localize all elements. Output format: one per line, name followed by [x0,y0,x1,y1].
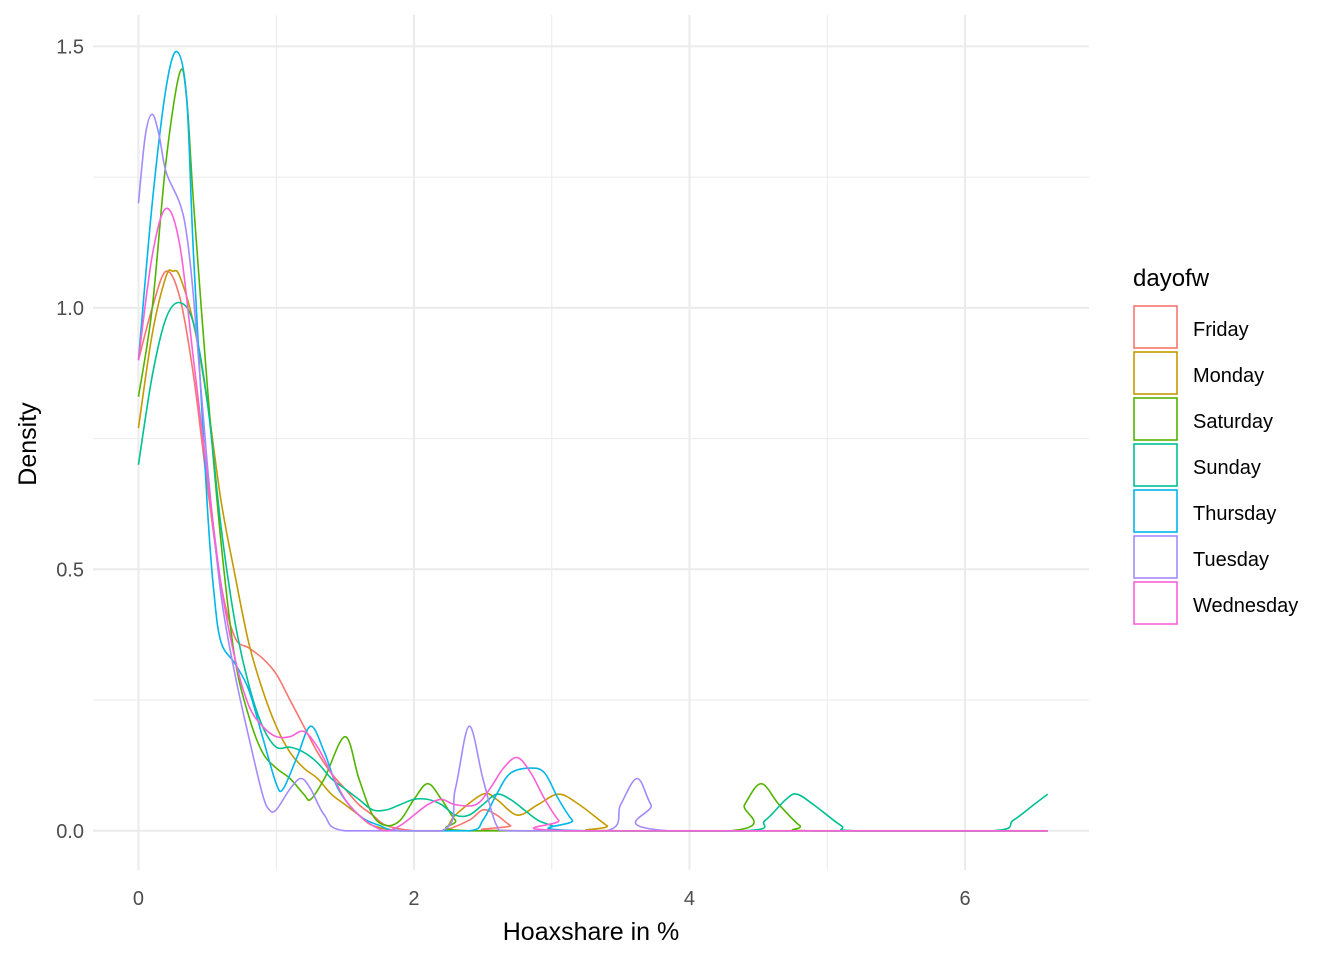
density-line-saturday [137,68,1048,832]
y-tick-label: 1.5 [56,36,84,58]
density-line-thursday [137,50,1048,832]
density-line-friday [137,270,1048,832]
legend-key [1133,305,1178,349]
legend-label: Friday [1193,319,1249,341]
major-gridlines [93,15,1089,870]
minor-gridlines [93,15,1089,870]
x-axis-ticks: 0 2 4 6 [133,888,971,910]
legend-key [1133,397,1178,441]
legend-label: Monday [1193,365,1264,387]
legend-label: Tuesday [1193,549,1269,571]
legend-key [1133,443,1178,487]
density-line-wednesday [137,207,1048,832]
y-tick-label: 0.5 [56,559,84,581]
x-tick-label: 2 [408,888,419,910]
legend: dayofw Friday Monday Saturday Sunday Thursda… [1133,265,1298,625]
legend-items: Friday Monday Saturday Sunday Thursday Tuesda… [1133,305,1298,625]
legend-item-sunday: Sunday [1133,443,1261,487]
legend-label: Wednesday [1193,595,1298,617]
y-tick-label: 0.0 [56,821,84,843]
x-tick-label: 4 [684,888,695,910]
density-line-sunday [137,301,1049,832]
legend-key [1133,489,1178,533]
x-tick-label: 0 [133,888,144,910]
legend-key [1133,535,1178,579]
legend-item-friday: Friday [1133,305,1249,349]
legend-label: Sunday [1193,457,1261,479]
legend-item-thursday: Thursday [1133,489,1276,533]
legend-key [1133,581,1178,625]
density-curves [137,50,1049,832]
legend-title: dayofw [1133,265,1210,292]
y-tick-label: 1.0 [56,298,84,320]
legend-item-saturday: Saturday [1133,397,1273,441]
y-axis-ticks: 0.0 0.5 1.0 1.5 [56,36,84,842]
x-tick-label: 6 [959,888,970,910]
legend-label: Thursday [1193,503,1276,525]
legend-item-monday: Monday [1133,351,1264,395]
density-line-tuesday [137,113,1048,832]
legend-item-tuesday: Tuesday [1133,535,1269,579]
x-axis-title: Hoaxshare in % [503,918,679,946]
y-axis-title: Density [14,402,42,486]
legend-label: Saturday [1193,411,1273,433]
legend-key [1133,351,1178,395]
legend-item-wednesday: Wednesday [1133,581,1298,625]
